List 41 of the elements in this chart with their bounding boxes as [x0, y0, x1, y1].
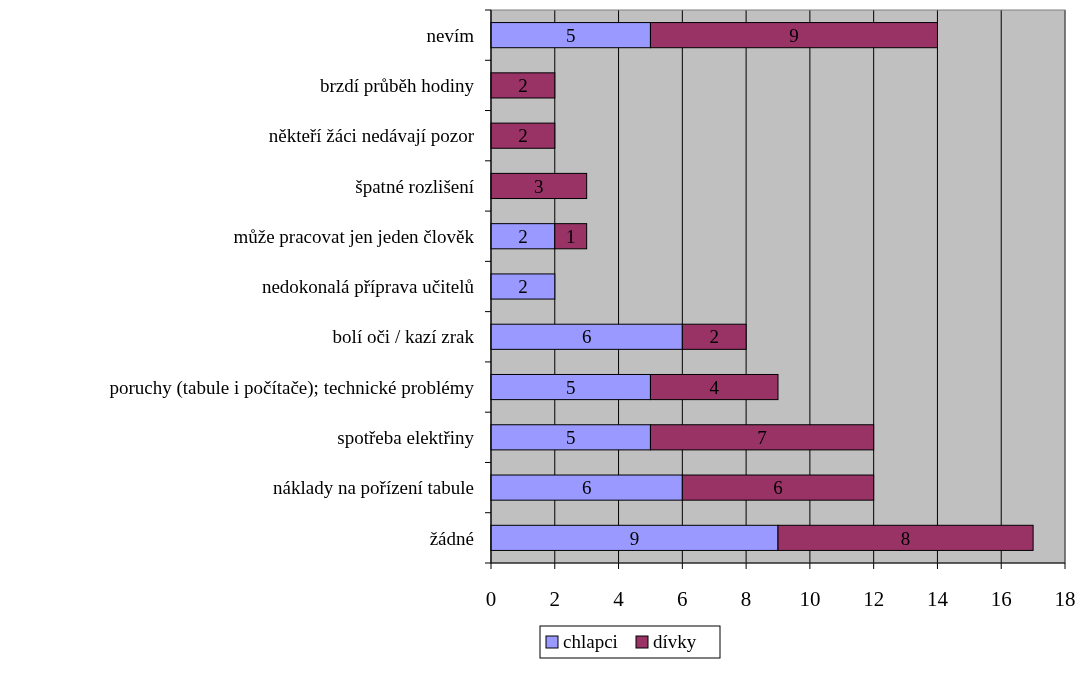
- data-label: 6: [581, 477, 592, 499]
- x-tick-label: 0: [485, 587, 497, 611]
- data-label: 2: [518, 125, 528, 147]
- data-label: 3: [534, 175, 544, 197]
- x-tick-label: 16: [990, 587, 1012, 611]
- x-tick-label: 12: [863, 587, 885, 611]
- y-tick-label: špatné rozlišení: [355, 175, 475, 197]
- y-tick-label: někteří žáci nedávají pozor: [268, 125, 475, 147]
- x-tick-label: 10: [799, 587, 821, 611]
- y-tick-label: bolí oči / kazí zrak: [332, 326, 475, 348]
- x-tick-label: 8: [740, 587, 752, 611]
- data-label: 9: [789, 24, 799, 46]
- x-tick-label: 2: [549, 587, 561, 611]
- y-tick-label: náklady na pořízení tabule: [272, 477, 474, 499]
- x-tick-label: 18: [1054, 587, 1076, 611]
- y-tick-label: poruchy (tabule i počítače); technické problémy: [109, 376, 475, 399]
- data-label: 2: [518, 225, 528, 247]
- data-label: 9: [629, 527, 640, 549]
- y-tick-label: nevím: [426, 24, 475, 46]
- data-label: 1: [565, 225, 576, 247]
- data-label: 7: [757, 426, 767, 448]
- y-tick-label: žádné: [429, 527, 474, 549]
- data-label: 2: [518, 75, 528, 97]
- data-label: 5: [565, 24, 576, 46]
- y-tick-label: spotřeba elektřiny: [337, 426, 475, 448]
- data-label: 5: [565, 376, 576, 398]
- data-label: 5: [565, 426, 576, 448]
- y-tick-label: brzdí průběh hodiny: [319, 75, 475, 97]
- x-tick-label: 4: [613, 587, 625, 611]
- data-label: 6: [773, 477, 783, 499]
- data-label: 4: [709, 376, 720, 398]
- data-label: 8: [900, 527, 911, 549]
- legend-label: dívky: [653, 631, 697, 652]
- data-label: 6: [581, 326, 592, 348]
- data-label: 2: [518, 276, 528, 298]
- x-tick-label: 14: [926, 587, 949, 611]
- data-label: 2: [709, 326, 719, 348]
- x-tick-label: 6: [677, 587, 688, 611]
- y-tick-label: nedokonalá příprava učitelů: [261, 276, 475, 298]
- legend-label: chlapci: [563, 631, 618, 652]
- y-tick-label: může pracovat jen jeden člověk: [233, 225, 475, 247]
